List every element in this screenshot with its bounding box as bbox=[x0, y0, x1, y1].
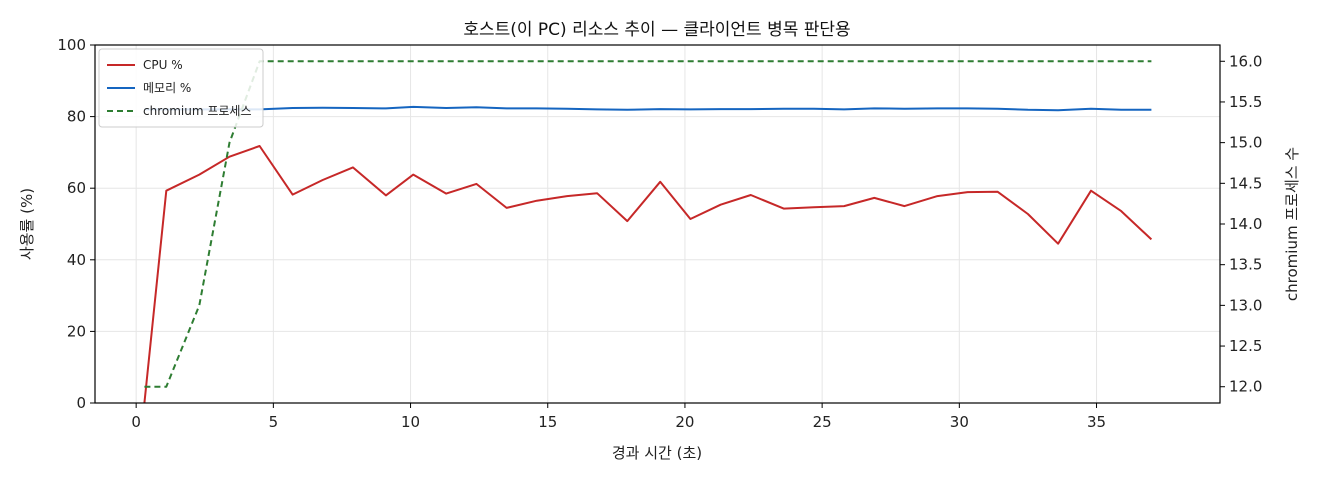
y2-tick-label: 15.5 bbox=[1229, 93, 1262, 111]
legend-box bbox=[98, 48, 264, 128]
plot-frame bbox=[94, 44, 1221, 404]
y-tick-label: 40 bbox=[67, 251, 86, 269]
x-tick-label: 25 bbox=[813, 413, 832, 431]
y-tick-label: 60 bbox=[67, 179, 86, 197]
y2-tick-label: 13.0 bbox=[1229, 296, 1262, 314]
series-line-1 bbox=[144, 105, 1152, 112]
x-tick-label: 10 bbox=[401, 413, 420, 431]
legend: CPU % 메모리 % chromium 프로세스 bbox=[98, 48, 264, 128]
grid bbox=[95, 44, 1220, 404]
x-tick-label: 20 bbox=[675, 413, 694, 431]
x-axis-label: 경과 시간 (초) bbox=[612, 444, 702, 462]
y-tick-label: 100 bbox=[57, 36, 86, 54]
y2-tick-label: 14.0 bbox=[1229, 215, 1262, 233]
y-axis-label: 사용률 (%) bbox=[18, 188, 36, 260]
y2-tick-label: 13.5 bbox=[1229, 256, 1262, 274]
legend-label-1: 메모리 % bbox=[143, 81, 191, 95]
series-layer bbox=[143, 60, 1153, 404]
y2-tick-label: 15.0 bbox=[1229, 134, 1262, 152]
x-tick-label: 5 bbox=[269, 413, 279, 431]
y-tick-label: 20 bbox=[67, 322, 86, 340]
y2-axis-label: chromium 프로세스 수 bbox=[1283, 147, 1301, 301]
y2-tick-label: 14.5 bbox=[1229, 174, 1262, 192]
legend-label-2: chromium 프로세스 bbox=[143, 104, 252, 118]
series-line-2 bbox=[144, 60, 1152, 388]
y-tick-label: 0 bbox=[76, 394, 86, 412]
x-tick-label: 30 bbox=[950, 413, 969, 431]
series-line-0 bbox=[143, 145, 1153, 404]
y2-tick-label: 16.0 bbox=[1229, 52, 1262, 70]
y2-tick-label: 12.0 bbox=[1229, 378, 1262, 396]
legend-label-0: CPU % bbox=[143, 58, 183, 72]
chart-title: 호스트(이 PC) 리소스 추이 — 클라이언트 병목 판단용 bbox=[463, 20, 850, 40]
x-tick-label: 35 bbox=[1087, 413, 1106, 431]
axes: 0 5 10 15 20 25 30 35 0 20 40 60 80 100 12.0 12.5 13.0 13… bbox=[57, 36, 1262, 431]
y-tick-label: 80 bbox=[67, 108, 86, 126]
x-tick-label: 0 bbox=[131, 413, 141, 431]
y2-tick-label: 12.5 bbox=[1229, 337, 1262, 355]
x-tick-label: 15 bbox=[538, 413, 557, 431]
